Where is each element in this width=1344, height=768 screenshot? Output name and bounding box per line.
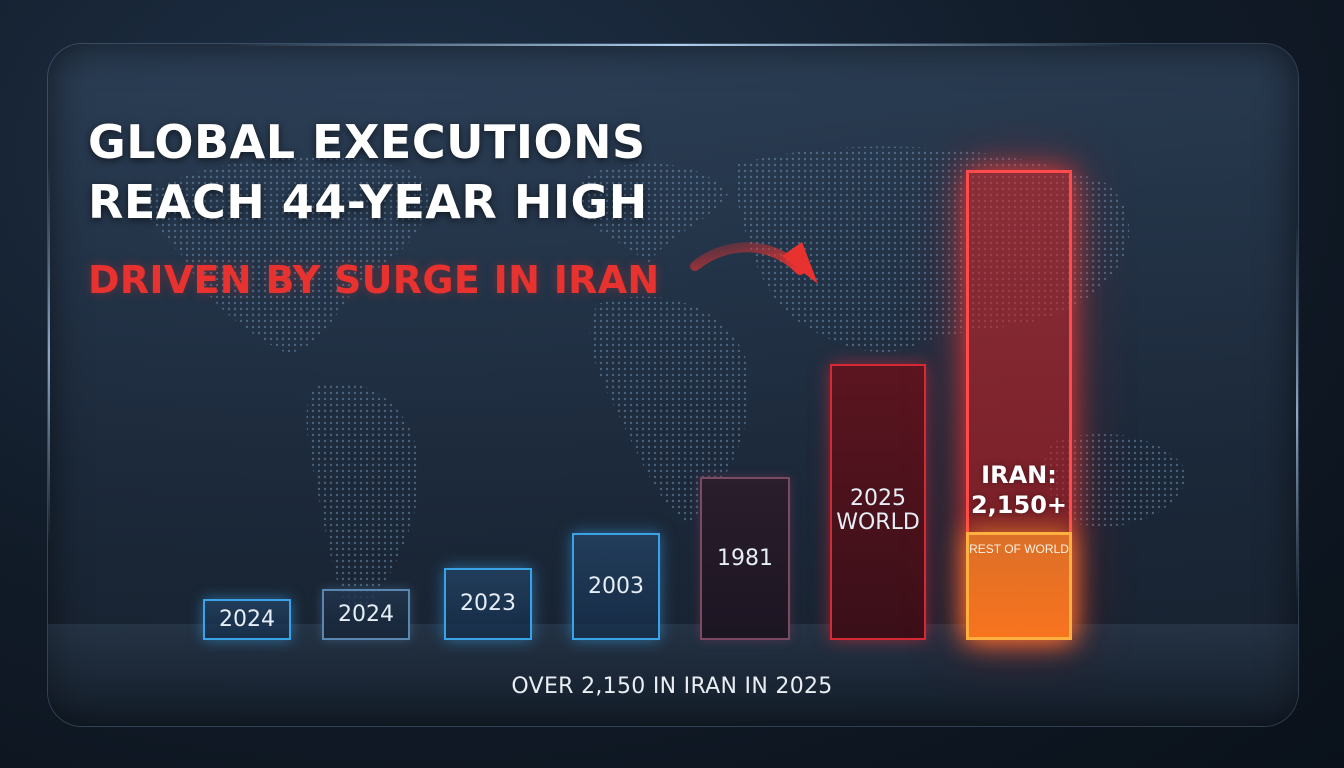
iran-label-line-1: IRAN: bbox=[981, 461, 1057, 489]
bar-1: 2024 bbox=[322, 589, 410, 640]
title-line-2: REACH 44-YEAR HIGH bbox=[88, 175, 648, 229]
bar-label: 2024 bbox=[219, 606, 275, 632]
bar-rest-of-world-segment bbox=[966, 532, 1072, 640]
chart-panel bbox=[48, 44, 1298, 726]
bar-label: 1981 bbox=[717, 545, 773, 571]
bar-4: 1981 bbox=[700, 477, 790, 640]
bar-label: 2025 WORLD bbox=[836, 486, 920, 535]
bar-3: 2003 bbox=[572, 533, 660, 640]
iran-label-line-2: 2,150+ bbox=[970, 491, 1068, 519]
red-arrow-icon bbox=[690, 242, 818, 284]
chart-footer: OVER 2,150 IN IRAN IN 2025 bbox=[511, 674, 833, 699]
bar-5: 2025 WORLD bbox=[830, 364, 926, 640]
reflective-floor bbox=[48, 624, 1298, 726]
bar-label: 2024 bbox=[338, 601, 394, 627]
title-line-1: GLOBAL EXECUTIONS bbox=[88, 115, 646, 169]
iran-value-label: IRAN: 2,150+ bbox=[966, 460, 1072, 520]
panel-glow-top bbox=[228, 44, 1128, 46]
bar-label: 2003 bbox=[588, 573, 644, 599]
chart-title: GLOBAL EXECUTIONS REACH 44-YEAR HIGH bbox=[88, 112, 648, 232]
bar-0: 2024 bbox=[203, 599, 291, 640]
chart-subtitle: DRIVEN BY SURGE IN IRAN bbox=[88, 258, 660, 302]
bar-2: 2023 bbox=[444, 568, 532, 640]
rest-of-world-label: REST OF WORLD bbox=[969, 542, 1069, 556]
panel-glow-left bbox=[48, 164, 50, 544]
bar-label: 2023 bbox=[460, 591, 516, 616]
panel-glow-right bbox=[1296, 224, 1298, 604]
